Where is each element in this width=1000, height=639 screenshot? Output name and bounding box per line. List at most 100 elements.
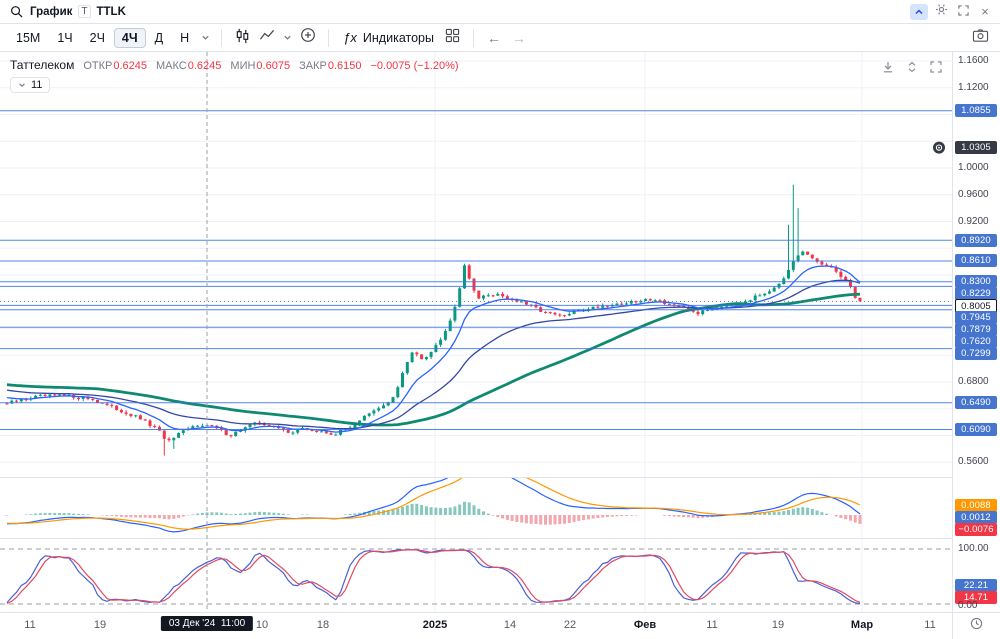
price-axis-label: 1.1600 [958,55,989,66]
snapshot-camera-button[interactable] [968,27,992,49]
toolbar-separator [221,28,223,47]
grid-layout-icon [445,28,460,48]
timeframe-group: 15М 1Ч 2Ч 4Ч Д Н [8,27,197,48]
undo-arrow-icon: ← [486,29,501,46]
price-level-badge: 0.6090 [955,422,997,436]
timeframe-button[interactable]: Д [154,30,164,45]
fullscreen-button[interactable] [954,4,972,20]
timeframe-button[interactable]: 2Ч [89,30,105,45]
crosshair-date-label: 03 Дек '24 11:00 [160,616,254,631]
stoch-value-badge: 22.21 [955,578,997,592]
close-button[interactable]: × [976,4,994,20]
chart-type-candles-button[interactable] [230,27,254,49]
fx-icon: ƒx [343,30,357,45]
time-axis-label: 2025 [422,619,448,631]
layout-grid-button[interactable] [441,27,465,49]
toolbar-separator [328,28,330,47]
stoch-level-label: 100.00 [958,543,989,554]
price-axis-label: 1.1200 [958,81,989,93]
time-axis-label: 14 [503,619,517,631]
stoch-value-badge: 14.71 [955,590,997,604]
axis-corner [952,613,1000,639]
chart-toolbar: 15М 1Ч 2Ч 4Ч Д Н ƒx Индикаторы [0,24,1000,52]
window-title: График [30,5,73,18]
time-axis-label: 11 [24,619,36,631]
timeframe-button[interactable]: 15М [16,30,41,45]
price-level-badge: 0.7945 [955,311,997,325]
line-chart-icon [259,27,275,48]
timeframe-button[interactable]: Н [180,30,190,45]
price-level-badge: 0.8920 [955,233,997,247]
pane-buttons [882,60,942,78]
compare-button[interactable] [296,27,320,49]
instrument-logo: Т [78,5,91,18]
timeframe-button[interactable]: 1Ч [57,30,73,45]
time-axis-label: Фев [633,619,657,631]
price-chart-canvas[interactable] [0,52,952,612]
symbol-legend[interactable]: Таттелеком ОТКР0.6245 МАКС0.6245 МИН0.60… [10,58,459,72]
price-axis-label: 0.6800 [958,376,989,387]
close-icon: × [981,4,989,19]
macd-value-badge: −0.0076 [955,522,997,536]
chart-area: Таттелеком ОТКР0.6245 МАКС0.6245 МИН0.60… [0,52,1000,639]
camera-icon [972,28,989,48]
timeframe-button[interactable]: 4Ч [113,27,146,48]
time-axis-label: Мар [850,619,874,631]
time-axis-label: 11 [924,619,936,631]
indicator-legend-pill[interactable]: 11 [10,77,51,93]
price-level-badge: 0.7299 [955,347,997,361]
legend-open: ОТКР0.6245 [83,60,148,72]
time-axis-label: 18 [316,619,330,631]
price-level-badge: 0.6490 [955,396,997,410]
price-level-badge: 0.8229 [955,287,997,301]
indicators-button[interactable]: ƒx Индикаторы [337,30,440,45]
expand-icon [957,3,969,21]
search-icon[interactable] [8,4,24,20]
maximize-pane-icon[interactable] [930,60,942,78]
price-level-badge: 0.7879 [955,323,997,337]
clock-icon[interactable] [970,617,983,635]
collapse-panel-button[interactable] [910,3,928,20]
redo-arrow-icon: → [511,29,526,46]
price-axis-label: 0.9600 [958,188,989,200]
candlestick-icon [234,27,251,49]
time-axis-label: 19 [771,619,785,631]
line-style-chevron[interactable] [280,33,295,42]
legend-low: МИН0.6075 [230,60,291,72]
price-axis-label: 1.0000 [958,162,989,173]
price-level-badge: 0.8300 [955,275,997,289]
price-axis-label: 0.5600 [958,456,989,468]
price-level-badge: 0.7620 [955,335,997,349]
price-level-badge: 1.0855 [955,104,997,118]
line-style-button[interactable] [255,27,279,49]
plus-circle-icon [300,27,316,48]
gear-icon [935,3,948,21]
price-axis-label: 0.9200 [958,215,989,227]
price-axis[interactable]: 1.1600 1.1200 1.0000 0.9600 0.9200 0.6800 0.56… [952,52,1000,612]
time-axis-label: 10 [255,619,269,631]
toolbar-separator [472,28,474,47]
indicator-legend-value: 11 [31,79,43,91]
macd-value-badge: 0.0088 [955,498,997,512]
chevron-down-icon [18,81,26,89]
settings-button[interactable] [932,3,950,21]
macd-value-badge: 0.0012 [955,510,997,524]
redo-button[interactable]: → [507,27,531,49]
symbol-name: TTLK [96,5,126,18]
stoch-level-label: 0.00 [958,600,978,611]
timeframe-menu-chevron[interactable] [198,33,213,42]
window-titlebar: График Т TTLK × [0,0,1000,24]
time-axis-label: 11 [706,619,718,631]
legend-symbol-name: Таттелеком [10,58,75,72]
price-level-badge: 0.8610 [955,254,997,268]
collapse-panes-icon[interactable] [906,60,918,78]
download-icon[interactable] [882,60,894,78]
indicators-label: Индикаторы [362,30,434,45]
legend-close: ЗАКР0.6150 [299,60,362,72]
undo-button[interactable]: ← [482,27,506,49]
time-axis[interactable]: 03 Дек '24 11:00 11 19 10 18 2025 14 22 Фев 11 19… [0,612,1000,639]
alert-price-badge[interactable]: 1.0305 [955,141,997,155]
time-axis-label: 22 [563,619,577,631]
legend-high: МАКС0.6245 [156,60,222,72]
